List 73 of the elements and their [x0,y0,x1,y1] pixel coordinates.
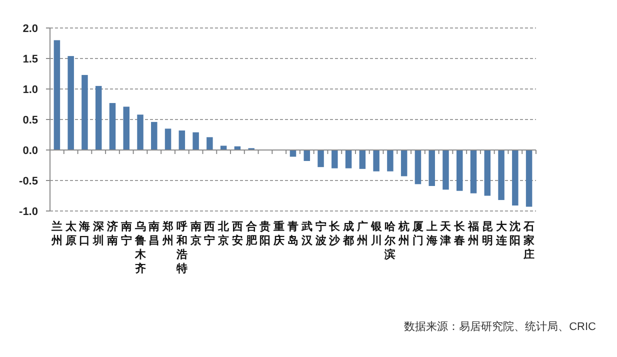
x-tick-label: 西安 [230,221,243,247]
y-tick-label: 2.0 [22,23,38,35]
x-tick-label: 天津 [439,221,452,247]
x-tick-label: 杭州 [398,220,410,247]
x-tick-label: 青岛 [286,220,298,247]
x-tick-label: 南宁 [120,220,132,247]
bar [68,56,74,150]
x-tick-label: 广州 [356,220,368,247]
y-tick-label: 1.5 [22,54,38,66]
bar [414,150,422,184]
x-tick-label: 太原 [64,220,78,247]
x-tick-label: 福州 [467,220,480,247]
bar [484,150,491,196]
x-tick-label: 沈阳 [508,220,521,247]
x-tick-label: 长春 [453,220,466,247]
x-tick-label: 哈尔滨 [384,220,397,261]
x-tick-label: 南昌 [148,220,160,247]
bar [345,150,352,168]
source-note: 数据来源：易居研究院、统计局、CRIC [404,320,596,333]
x-tick-label: 长沙 [328,220,342,247]
x-tick-label: 石家庄 [522,221,535,261]
x-tick-label: 乌鲁木齐 [134,220,147,275]
bar [206,137,213,150]
bar [387,150,394,172]
bar [332,150,338,168]
x-tick-label: 上海 [425,220,438,247]
x-tick-label: 西宁 [203,221,216,247]
bar [428,150,435,186]
x-tick-label: 大连 [494,220,508,247]
bar [359,150,366,169]
bar [498,150,504,200]
x-tick-label: 合肥 [244,220,258,247]
bar [373,150,380,172]
bar [178,130,186,150]
bar [220,146,227,150]
bar [318,150,324,168]
bar [109,103,116,150]
x-tick-label: 宁波 [314,220,328,247]
bar [164,128,172,150]
bar [82,74,88,150]
x-tick-label: 兰州 [50,220,62,247]
x-tick-label: 呼和浩特 [175,220,188,275]
bar [512,150,518,206]
x-tick-label: 深圳 [92,220,106,247]
x-tick-label: 武汉 [300,220,314,247]
y-tick-label: 0.0 [22,145,38,157]
x-tick-label: 银川 [370,221,383,247]
bar [400,150,408,176]
y-tick-label: 1.0 [22,84,38,96]
x-tick-label: 济南 [106,220,118,247]
y-tick-label: -1.0 [19,206,38,218]
x-tick-label: 贵阳 [258,220,271,247]
bar [442,150,449,190]
bar [456,150,463,191]
x-tick-label: 成都 [342,220,354,247]
bar [95,86,102,150]
bar [137,114,144,150]
bar [151,122,158,150]
x-tick-label: 昆明 [482,221,493,247]
x-tick-label: 南京 [189,220,202,247]
bar [123,106,130,150]
bar [192,132,199,150]
bar [526,150,532,207]
x-tick-label: 郑州 [162,220,174,247]
x-tick-label: 厦门 [411,221,424,247]
bar [54,40,60,150]
y-tick-label: -0.5 [19,176,38,188]
bar [470,150,477,194]
x-tick-label: 重庆 [272,220,285,247]
bar [304,150,310,161]
y-tick-label: 0.5 [22,114,38,126]
x-tick-label: 海口 [78,220,90,247]
x-tick-label: 北京 [217,220,230,247]
